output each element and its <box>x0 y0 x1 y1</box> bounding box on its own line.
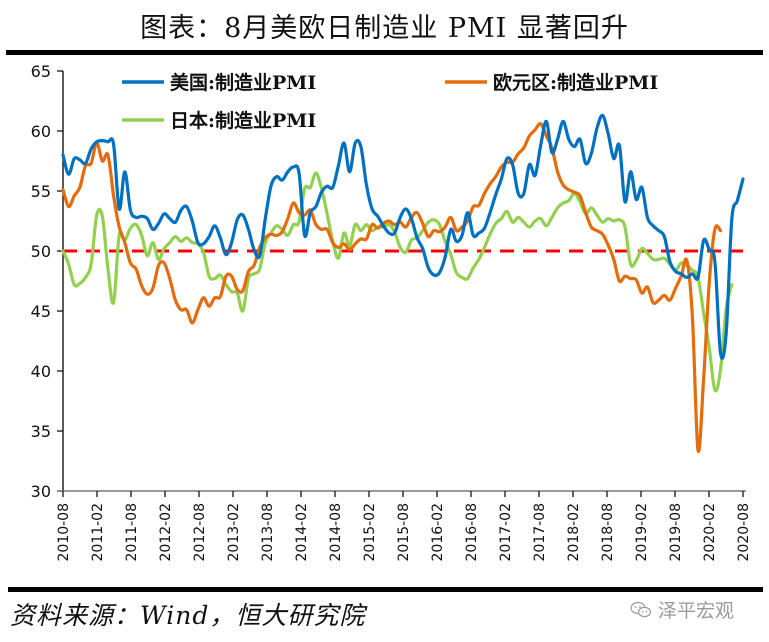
x-tick-label: 2014-02 <box>294 503 310 562</box>
x-tick-label: 2016-02 <box>430 503 446 562</box>
x-tick-label: 2019-02 <box>634 503 650 562</box>
y-tick-label: 60 <box>31 122 51 141</box>
source-note: 资料来源：Wind，恒大研究院 <box>10 601 366 630</box>
x-tick-label: 2011-02 <box>90 503 106 562</box>
x-tick-label: 2012-02 <box>158 503 174 562</box>
y-tick-label: 30 <box>31 482 51 501</box>
x-tick-label: 2017-08 <box>532 503 548 562</box>
top-rule <box>6 50 763 55</box>
x-tick-label: 2013-08 <box>260 503 276 562</box>
x-tick-label: 2016-08 <box>464 503 480 562</box>
x-tick-label: 2015-08 <box>396 503 412 562</box>
x-tick-label: 2020-02 <box>702 503 718 562</box>
series-line-eurozone <box>61 122 723 454</box>
watermark: 泽平宏观 <box>630 596 734 623</box>
x-tick-label: 2020-08 <box>736 503 752 562</box>
series-line-us <box>61 113 745 360</box>
y-tick-label: 40 <box>31 362 51 381</box>
y-tick-label: 50 <box>31 242 51 261</box>
x-tick-label: 2011-08 <box>124 503 140 562</box>
x-tick-label: 2014-08 <box>328 503 344 562</box>
x-tick-label: 2018-02 <box>566 503 582 562</box>
chart-title: 图表：8月美欧日制造业 PMI 显著回升 <box>140 13 629 44</box>
bottom-rule <box>8 587 763 592</box>
legend-label-eurozone: 欧元区:制造业PMI <box>493 71 658 94</box>
legend: 美国:制造业PMI 欧元区:制造业PMI 日本:制造业PMI <box>122 71 658 132</box>
x-tick-label: 2017-02 <box>498 503 514 562</box>
x-axis: 2010-08 2011-02 2011-08 2012-02 2012-08 2013-… <box>56 490 752 562</box>
x-tick-label: 2010-08 <box>56 503 72 562</box>
y-tick-label: 35 <box>31 422 51 441</box>
x-tick-label: 2012-08 <box>192 503 208 562</box>
x-tick-label: 2015-02 <box>362 503 378 562</box>
series-layer <box>61 113 745 454</box>
x-tick-label: 2013-02 <box>226 503 242 562</box>
y-axis: 30 35 40 45 50 55 60 65 <box>31 62 64 501</box>
x-tick-label: 2019-08 <box>668 503 684 562</box>
x-tick-label: 2018-08 <box>600 503 616 562</box>
y-tick-label: 65 <box>31 62 51 81</box>
legend-label-japan: 日本:制造业PMI <box>170 109 316 132</box>
wechat-icon <box>630 601 652 617</box>
legend-label-us: 美国:制造业PMI <box>170 71 316 94</box>
watermark-text: 泽平宏观 <box>658 600 735 622</box>
y-tick-label: 45 <box>31 302 51 321</box>
series-line-japan <box>61 171 734 393</box>
y-tick-label: 55 <box>31 182 51 201</box>
